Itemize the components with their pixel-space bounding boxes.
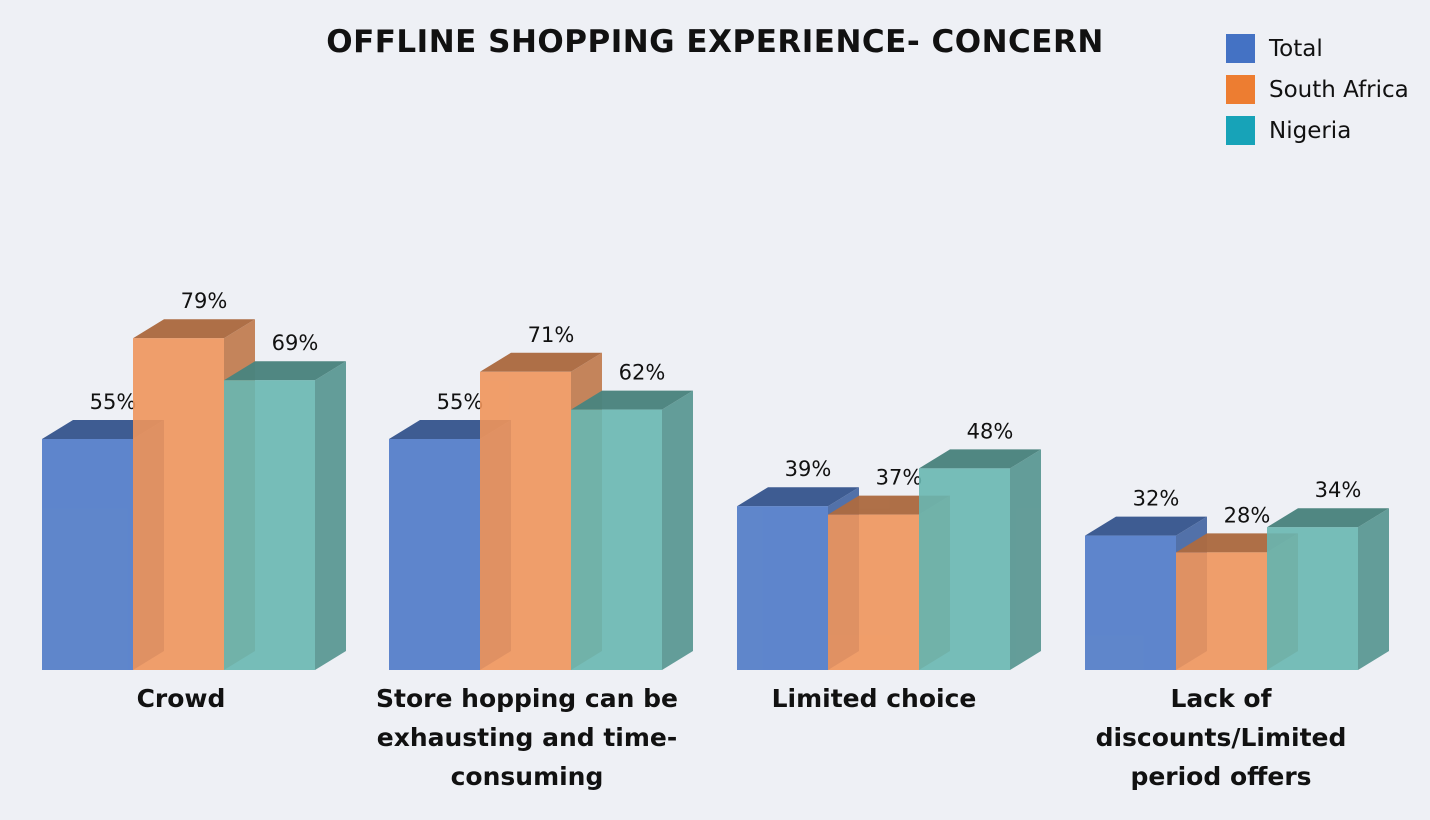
value-label-south-africa-store-hopping-can-be: 71% <box>528 323 575 347</box>
bar-front-nigeria-crowd <box>224 380 315 670</box>
bar-nigeria-store-hopping-can-be <box>571 390 693 670</box>
value-label-south-africa-crowd: 79% <box>181 289 228 313</box>
legend: Total South Africa Nigeria <box>1226 28 1409 151</box>
legend-swatch-total <box>1226 34 1255 63</box>
bar-side-nigeria-crowd <box>315 361 346 670</box>
bar-front-south-africa-crowd <box>133 338 224 670</box>
category-label-crowd: Crowd <box>136 684 226 713</box>
category-label-limited-choice: Limited choice <box>771 684 977 713</box>
bar-front-total-crowd <box>42 439 133 670</box>
bar-side-nigeria-lack-of-discounts-li <box>1358 508 1389 670</box>
legend-swatch-south-africa <box>1226 75 1255 104</box>
bar-front-total-limited-choice <box>737 506 828 670</box>
bar-side-nigeria-limited-choice <box>1010 449 1041 670</box>
legend-label-south-africa: South Africa <box>1269 76 1409 103</box>
bar-front-total-lack-of-discounts-li <box>1085 535 1176 670</box>
legend-item-nigeria: Nigeria <box>1226 110 1409 151</box>
bar-front-nigeria-lack-of-discounts-li <box>1267 527 1358 670</box>
category-label-store-hopping: Store hopping can be exhausting and time… <box>376 684 678 791</box>
legend-item-south-africa: South Africa <box>1226 69 1409 110</box>
value-label-nigeria-crowd: 69% <box>272 331 319 355</box>
bar-top-south-africa-crowd <box>133 319 255 339</box>
legend-label-nigeria: Nigeria <box>1269 117 1352 144</box>
bar-top-total-lack-of-discounts-li <box>1085 516 1207 536</box>
bar-top-nigeria-store-hopping-can-be <box>571 390 693 410</box>
bar-top-nigeria-crowd <box>224 361 346 381</box>
bar-front-south-africa-limited-choice <box>828 514 919 670</box>
bar-top-nigeria-limited-choice <box>919 449 1041 469</box>
value-label-nigeria-limited-choice: 48% <box>967 419 1014 443</box>
chart-title: OFFLINE SHOPPING EXPERIENCE- CONCERN <box>326 24 1104 60</box>
bar-front-nigeria-limited-choice <box>919 468 1010 670</box>
bar-front-south-africa-lack-of-discounts-li <box>1176 552 1267 670</box>
bar-nigeria-limited-choice <box>919 449 1041 670</box>
value-label-total-store-hopping-can-be: 55% <box>437 390 484 414</box>
legend-swatch-nigeria <box>1226 116 1255 145</box>
bar-side-nigeria-store-hopping-can-be <box>662 390 693 670</box>
legend-label-total: Total <box>1269 35 1323 62</box>
value-label-total-limited-choice: 39% <box>785 457 832 481</box>
bar-top-south-africa-store-hopping-can-be <box>480 352 602 372</box>
legend-item-total: Total <box>1226 28 1409 69</box>
bar-nigeria-lack-of-discounts-li <box>1267 508 1389 670</box>
bar-top-nigeria-lack-of-discounts-li <box>1267 508 1389 528</box>
value-label-total-lack-of-discounts-li: 32% <box>1133 487 1180 511</box>
value-label-nigeria-store-hopping-can-be: 62% <box>619 361 666 385</box>
bar-front-total-store-hopping-can-be <box>389 439 480 670</box>
bar-nigeria-crowd <box>224 361 346 670</box>
value-label-nigeria-lack-of-discounts-li: 34% <box>1315 478 1362 502</box>
value-label-south-africa-lack-of-discounts-li: 28% <box>1224 503 1271 527</box>
bar-front-nigeria-store-hopping-can-be <box>571 409 662 670</box>
bar-front-south-africa-store-hopping-can-be <box>480 371 571 670</box>
category-label-lack-of-discounts: Lack of discounts/Limited period offers <box>1095 684 1347 791</box>
value-label-total-crowd: 55% <box>90 390 137 414</box>
bar-top-total-limited-choice <box>737 487 859 507</box>
value-label-south-africa-limited-choice: 37% <box>876 466 923 490</box>
